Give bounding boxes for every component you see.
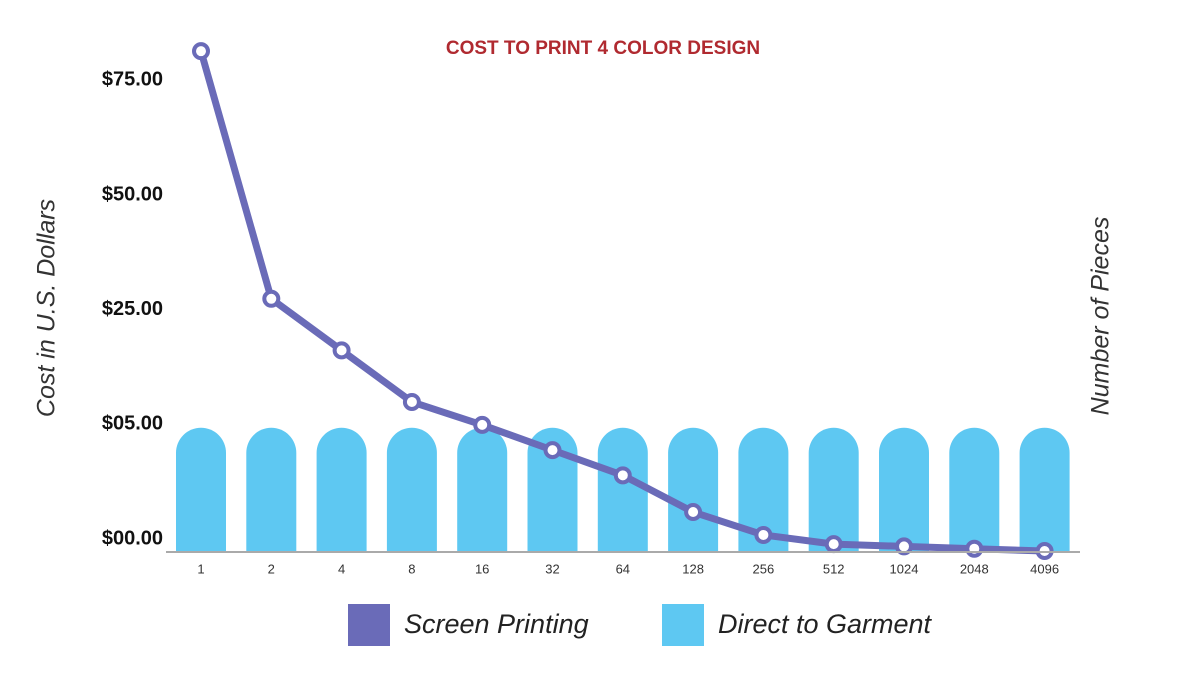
bar — [808, 427, 859, 551]
legend-item: Direct to Garment — [662, 604, 933, 646]
bar — [668, 427, 719, 551]
point — [332, 341, 351, 360]
point — [543, 441, 562, 460]
x-tick-label: 8 — [408, 561, 415, 576]
y-tick-label: $00.00 — [102, 527, 163, 549]
x-tick-label: 128 — [682, 561, 704, 576]
x-tick-label: 4096 — [1030, 561, 1059, 576]
y-axis-label: Cost in U.S. Dollars — [33, 199, 61, 417]
legend-label: Screen Printing — [404, 609, 589, 639]
legend-swatch — [348, 604, 390, 646]
x-tick-label: 1024 — [890, 561, 919, 576]
bar — [879, 427, 929, 551]
x-tick-label: 512 — [823, 561, 845, 576]
y-tick-label: $25.00 — [102, 298, 163, 320]
bar — [1019, 427, 1070, 551]
x-axis-label: Number of Pieces — [1087, 217, 1115, 416]
bar — [949, 427, 1000, 551]
y-tick-label: $75.00 — [102, 69, 163, 91]
x-tick-label: 16 — [475, 561, 489, 576]
bar — [738, 427, 789, 551]
y-tick-label: $05.00 — [102, 413, 163, 435]
chart-title: COST TO PRINT 4 COLOR DESIGN — [446, 38, 760, 59]
legend-item: Screen Printing — [348, 604, 589, 646]
x-tick-label: 4 — [338, 561, 345, 576]
point — [684, 503, 703, 522]
bar — [176, 427, 226, 551]
point — [402, 392, 421, 411]
x-tick-label: 256 — [753, 561, 775, 576]
legend-swatch — [662, 604, 704, 646]
x-tick-label: 2048 — [960, 561, 989, 576]
point — [262, 289, 281, 308]
x-tick-label: 1 — [197, 561, 204, 576]
point — [754, 525, 773, 544]
point — [473, 415, 492, 434]
bar — [386, 427, 437, 551]
y-tick-label: $50.00 — [102, 183, 163, 205]
point — [824, 535, 843, 554]
bar — [457, 427, 508, 551]
x-tick-label: 2 — [268, 561, 275, 576]
bar — [246, 427, 297, 551]
x-tick-label: 32 — [545, 561, 559, 576]
bar — [527, 427, 578, 551]
point — [965, 539, 984, 558]
bar — [597, 427, 648, 551]
x-tick-label: 64 — [616, 561, 630, 576]
bar — [316, 427, 367, 551]
point — [192, 42, 210, 61]
point — [895, 537, 913, 556]
point — [613, 466, 632, 485]
legend-label: Direct to Garment — [718, 609, 933, 639]
